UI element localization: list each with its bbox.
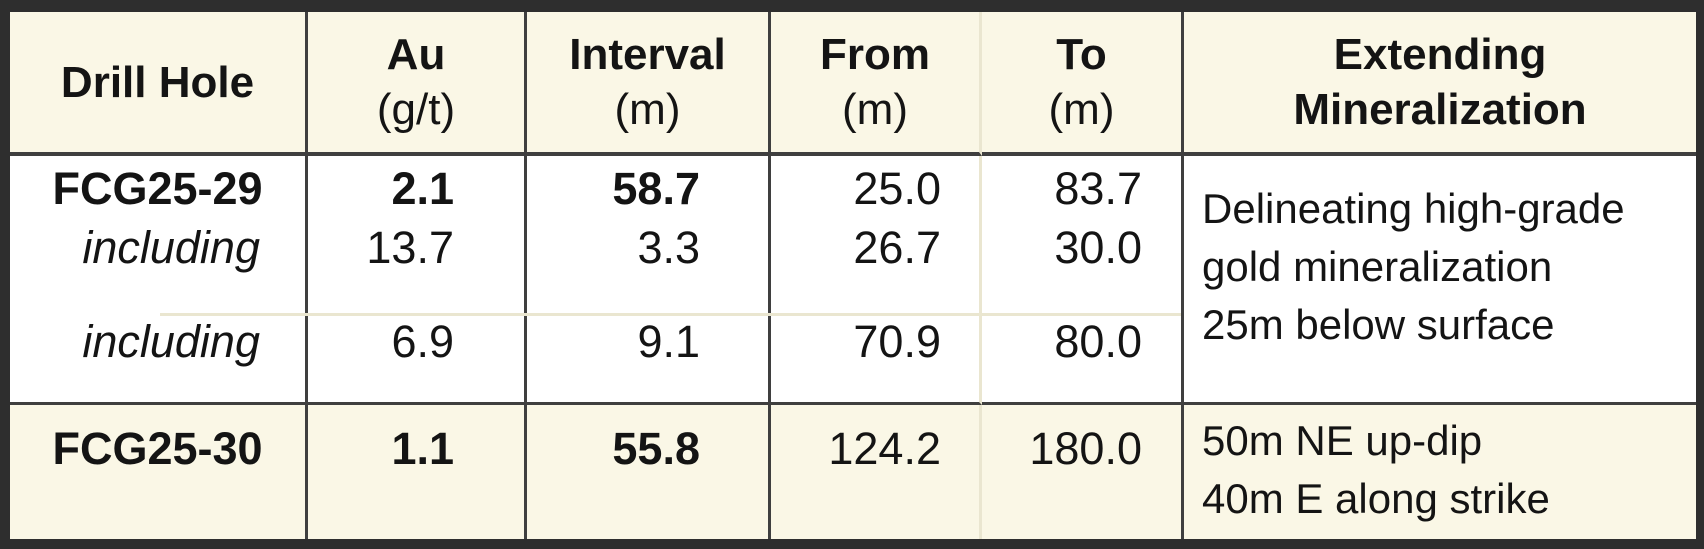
cell-to-fcg25-30: 180.0 [982, 405, 1184, 539]
cell-interval-fcg25-29: 58.7 [527, 156, 771, 222]
header-extending-line1: Extending [1333, 30, 1547, 79]
note-fcg25-30-line2: 40m E along strike [1202, 475, 1550, 522]
table-grid: Drill Hole Au (g/t) Interval (m) From (m… [10, 12, 1696, 539]
cell-au-including-2: 6.9 [308, 316, 527, 405]
note-fcg25-29: Delineating high-grade gold mineralizati… [1184, 156, 1696, 405]
header-au-label: Au [386, 30, 446, 79]
faint-row-divider [160, 313, 1181, 316]
header-drill-hole: Drill Hole [10, 12, 308, 156]
cell-interval-including-1: 3.3 [527, 222, 771, 316]
cell-au-including-1: 13.7 [308, 222, 527, 316]
cell-hole-fcg25-30: FCG25-30 [10, 405, 308, 539]
header-drill-hole-label: Drill Hole [60, 57, 255, 107]
cell-au-fcg25-29: 2.1 [308, 156, 527, 222]
header-to-unit: (m) [1048, 85, 1115, 134]
header-from-unit: (m) [842, 85, 908, 134]
header-interval: Interval (m) [527, 12, 771, 156]
note-fcg25-30-line1: 50m NE up-dip [1202, 417, 1483, 464]
header-from-label: From [820, 30, 930, 79]
cell-au-fcg25-30: 1.1 [308, 405, 527, 539]
note-fcg25-29-line2: gold mineralization [1202, 243, 1553, 290]
cell-to-including-2: 80.0 [982, 316, 1184, 405]
header-extending-line2: Mineralization [1293, 85, 1587, 134]
cell-from-fcg25-29: 25.0 [771, 156, 982, 222]
cell-interval-fcg25-30: 55.8 [527, 405, 771, 539]
header-to: To (m) [982, 12, 1184, 156]
cell-from-including-2: 70.9 [771, 316, 982, 405]
header-from: From (m) [771, 12, 982, 156]
header-extending-mineralization: Extending Mineralization [1184, 12, 1696, 156]
note-fcg25-30: 50m NE up-dip 40m E along strike [1184, 405, 1696, 539]
header-au-unit: (g/t) [376, 85, 456, 134]
header-au: Au (g/t) [308, 12, 527, 156]
cell-from-fcg25-30: 124.2 [771, 405, 982, 539]
cell-to-including-1: 30.0 [982, 222, 1184, 316]
header-interval-label: Interval [569, 30, 726, 79]
cell-hole-including-1: including [10, 222, 308, 316]
cell-interval-including-2: 9.1 [527, 316, 771, 405]
cell-from-including-1: 26.7 [771, 222, 982, 316]
note-fcg25-29-line3: 25m below surface [1202, 301, 1555, 348]
header-interval-unit: (m) [614, 85, 681, 134]
cell-hole-including-2: including [10, 316, 308, 405]
note-fcg25-29-line1: Delineating high-grade [1202, 185, 1625, 232]
cell-to-fcg25-29: 83.7 [982, 156, 1184, 222]
cell-hole-fcg25-29: FCG25-29 [10, 156, 308, 222]
header-to-label: To [1056, 30, 1107, 79]
